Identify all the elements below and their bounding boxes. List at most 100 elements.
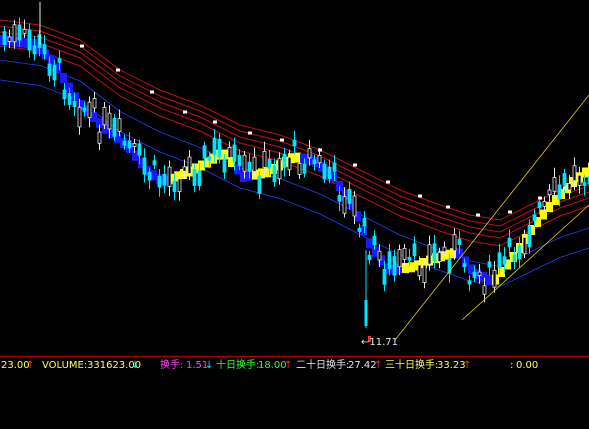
ribbon-segment <box>108 128 115 139</box>
candle-body <box>537 201 542 209</box>
ribbon-segment <box>360 225 367 236</box>
indicator-status-bar: 23.00 ↑ VOLUME: 331623.00 ↓ 换手: 1.51 ↓ 十… <box>0 357 589 375</box>
ribbon-segment <box>192 163 199 174</box>
ribbon-segment <box>294 152 301 163</box>
ribbon-segment <box>84 106 91 116</box>
candle-body <box>177 178 182 193</box>
candle-body <box>142 157 147 175</box>
ten-day-label: 十日换手: <box>216 360 260 371</box>
low-price-annotation: ←11.71 <box>361 337 399 348</box>
turnover-label: 换手: <box>160 360 184 371</box>
ribbon-segment <box>42 49 49 60</box>
first-value-arrow: ↑ <box>26 360 35 371</box>
candle-body <box>422 264 427 283</box>
candle-body <box>407 256 412 261</box>
candle-body <box>432 243 437 262</box>
candle-body <box>92 98 97 109</box>
turnover-arrow: ↓ <box>205 360 214 371</box>
ribbon-segment <box>204 157 211 168</box>
ribbon-segment <box>72 92 79 103</box>
candle-body <box>207 156 212 161</box>
candle-body <box>492 269 497 288</box>
candle-body <box>342 196 347 214</box>
candle-body <box>127 140 132 149</box>
candle-body <box>77 106 82 128</box>
ribbon-segment <box>54 63 61 74</box>
ribbon-segment <box>234 164 241 175</box>
candle-body <box>162 173 167 186</box>
candle-body <box>57 58 62 63</box>
band-markers <box>80 44 567 217</box>
band-marker <box>446 205 450 209</box>
ribbon-segment <box>180 169 187 179</box>
band-marker <box>150 90 154 94</box>
ribbon-segment <box>48 55 55 66</box>
band-marker <box>213 120 217 124</box>
candle-body <box>442 246 447 253</box>
band-marker <box>248 131 252 135</box>
ribbon-segment <box>96 118 103 128</box>
last-value: 0.00 <box>516 360 539 371</box>
ribbon-segment <box>78 100 85 110</box>
candle-body <box>427 244 432 265</box>
candle-body <box>272 165 277 183</box>
candle-body <box>417 264 422 277</box>
candlestick-chart[interactable] <box>0 0 589 356</box>
band-line-1 <box>0 19 589 221</box>
ribbon-segment <box>450 248 457 259</box>
candle-body <box>197 170 202 187</box>
candle-body <box>252 156 257 172</box>
ribbon-segment <box>414 260 421 271</box>
thirty-day-arrow: ↑ <box>463 360 472 371</box>
ribbon-segment <box>372 246 379 257</box>
ribbon-segment <box>582 167 589 178</box>
candle-body <box>567 182 572 191</box>
band-marker <box>508 210 512 214</box>
band-marker <box>563 186 567 190</box>
price-candles <box>2 2 589 342</box>
candle-body <box>307 148 312 159</box>
candle-body <box>32 45 37 55</box>
ribbon-segment <box>144 165 151 176</box>
candle-body <box>212 138 217 156</box>
candle-body <box>452 234 457 252</box>
ribbon-segment <box>558 189 565 199</box>
candle-body <box>337 194 342 202</box>
candle-body <box>247 161 252 172</box>
ribbon-segment <box>378 255 385 266</box>
ribbon-segment <box>540 209 547 220</box>
candle-body <box>237 155 242 167</box>
candle-body <box>257 175 262 194</box>
ribbon-segment <box>222 149 229 160</box>
first-value: 23.00 <box>1 360 30 371</box>
ribbon-segment <box>210 153 217 164</box>
candle-body <box>522 236 527 255</box>
ribbon-segment <box>252 169 259 180</box>
candle-body <box>482 285 487 295</box>
candle-body <box>412 243 417 257</box>
candle-body <box>192 169 197 186</box>
candle-body <box>517 245 522 260</box>
candle-body <box>107 112 112 130</box>
ribbon-segment <box>420 258 427 268</box>
volume-arrow: ↓ <box>131 360 140 371</box>
trend-channel-lines <box>394 94 589 341</box>
candle-body <box>82 107 87 112</box>
candle-body <box>487 261 492 268</box>
ribbon-segment <box>114 133 121 144</box>
candle-body <box>467 280 472 285</box>
candle-body <box>357 227 362 232</box>
candle-body <box>437 251 442 262</box>
candle-body <box>27 29 32 51</box>
candle-body <box>282 153 287 168</box>
candle-body <box>147 171 152 181</box>
ribbon-segment <box>474 269 481 279</box>
ribbon-segment <box>534 217 541 227</box>
ribbon-segment <box>90 112 97 122</box>
ribbon-segment <box>318 161 325 172</box>
twenty-day-arrow: ↑ <box>374 360 383 371</box>
ten-day-value: 18.00 <box>258 360 287 371</box>
channel-upper <box>394 94 589 341</box>
ribbon-segment <box>198 160 205 171</box>
candle-body <box>62 89 67 100</box>
